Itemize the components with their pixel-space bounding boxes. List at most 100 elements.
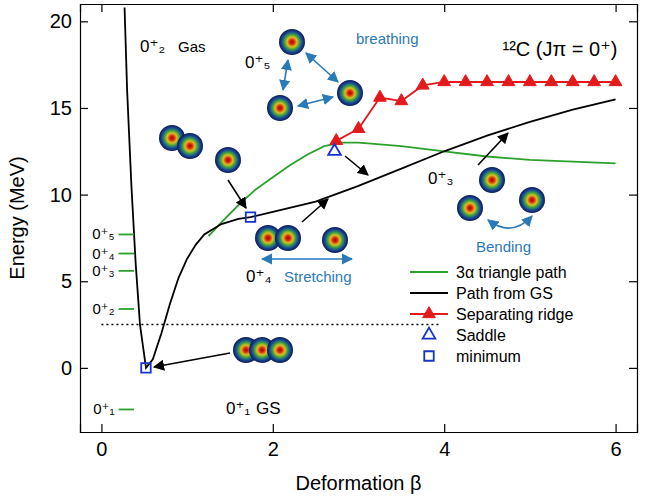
chart-root: 024605101520Deformation βEnergy (MeV)0⁺₁… [0, 0, 655, 502]
alpha-cluster [457, 195, 483, 221]
arrow [262, 258, 352, 260]
legend: 3α triangle path Path from GS Separating r… [410, 264, 574, 365]
legend-item: 3α triangle path [410, 264, 567, 281]
x-top-tick-mark [101, 4, 102, 12]
annotation: 0⁺₅ [245, 53, 270, 72]
x-top-tick [273, 4, 274, 12]
y-tick: 10 [50, 184, 88, 206]
y-tick-label: 5 [61, 270, 72, 292]
x-tick: 4 [439, 424, 450, 460]
text-layer: 0⁺₁0⁺₂0⁺₃0⁺₄0⁺₅0⁺₁GS0⁺₂Gas0⁺₄Stretching0… [92, 30, 617, 418]
line-series [125, 7, 616, 367]
annotation: Gas [178, 38, 206, 55]
alpha-cluster [177, 133, 203, 159]
legend-label: Path from GS [456, 285, 553, 302]
line-series [209, 143, 616, 237]
y-right-tick-mark [629, 281, 637, 282]
level-line [119, 234, 134, 236]
arrow [154, 353, 230, 367]
plot-area [101, 7, 622, 409]
point [141, 363, 150, 372]
point [395, 94, 408, 105]
x-tick-mark [273, 424, 274, 432]
alpha-cluster [267, 95, 293, 121]
x-tick-mark [444, 424, 445, 432]
chart-title: ¹²C (Jπ = 0⁺) [503, 38, 618, 60]
point [374, 90, 387, 101]
x-top-tick-mark [615, 4, 616, 12]
chart-svg: 024605101520Deformation βEnergy (MeV)0⁺₁… [0, 0, 655, 502]
x-axis-line [81, 424, 638, 433]
y-tick-mark [80, 195, 88, 196]
y-axis-line [81, 5, 89, 433]
x-tick-label: 6 [611, 438, 622, 460]
y-axis: 0 5 10 15 20 [50, 5, 88, 433]
level-line [119, 409, 134, 411]
y-right-axis-line [629, 5, 638, 433]
y-right-tick [629, 368, 637, 369]
legend-label: minimum [456, 348, 521, 365]
legend-marker [424, 351, 433, 360]
x-top-tick-mark [444, 4, 445, 12]
x-tick: 2 [268, 424, 279, 460]
y-right-tick [629, 195, 637, 196]
y-right-tick [629, 21, 637, 22]
alpha-cluster [279, 29, 305, 55]
x-top-tick [616, 4, 617, 12]
level-line [119, 308, 134, 310]
legend-item: minimum [424, 348, 521, 365]
alpha-cluster [215, 147, 241, 173]
x-tick-label: 2 [268, 438, 279, 460]
annotation: 0⁺₂ [140, 37, 165, 56]
point [566, 75, 579, 86]
level-line [119, 253, 134, 255]
arrow [488, 216, 532, 228]
level-label: 0⁺₁ [93, 400, 114, 417]
x-tick-label: 4 [439, 438, 450, 460]
annotation: 0⁺₄ [246, 267, 271, 286]
point [328, 144, 341, 155]
point [459, 75, 472, 86]
x-top-tick [444, 4, 445, 12]
legend-item: Separating ridge [410, 306, 574, 323]
legend-label: Separating ridge [456, 306, 574, 323]
y-right-tick-mark [629, 21, 637, 22]
x-top-axis-line [81, 5, 638, 13]
threshold-line [101, 324, 439, 325]
y-tick-mark [80, 108, 88, 109]
arrow [298, 97, 333, 106]
legend-item: Path from GS [410, 285, 553, 302]
y-tick: 0 [61, 357, 88, 379]
point [246, 212, 255, 221]
y-right-tick-mark [629, 195, 637, 196]
x-top-tick-mark [273, 4, 274, 12]
alpha-cluster [337, 80, 363, 106]
alpha-cluster [479, 167, 505, 193]
arrow [228, 180, 246, 208]
level-label: 0⁺₅ [92, 225, 114, 242]
arrow [345, 156, 368, 175]
annotation: 0⁺₁ [226, 399, 250, 418]
x-tick-mark [615, 424, 616, 432]
point [524, 75, 537, 86]
y-tick: 5 [61, 270, 88, 292]
level-line [119, 270, 134, 272]
x-top-axis [81, 4, 638, 12]
legend-marker [423, 307, 436, 318]
y-right-axis [629, 5, 638, 433]
x-tick: 6 [611, 424, 622, 460]
legend-item: Saddle [423, 327, 506, 344]
y-right-tick [629, 281, 637, 282]
alpha-cluster [519, 187, 545, 213]
point [545, 75, 558, 86]
annotation: GS [256, 399, 281, 418]
y-tick-label: 10 [50, 184, 72, 206]
level-label: 0⁺₃ [92, 262, 114, 279]
y-tick: 15 [50, 97, 88, 119]
legend-marker [423, 328, 436, 339]
point [352, 121, 365, 132]
point [416, 78, 429, 89]
y-right-tick-mark [629, 108, 637, 109]
arrow [302, 199, 328, 222]
y-tick: 20 [50, 10, 88, 32]
